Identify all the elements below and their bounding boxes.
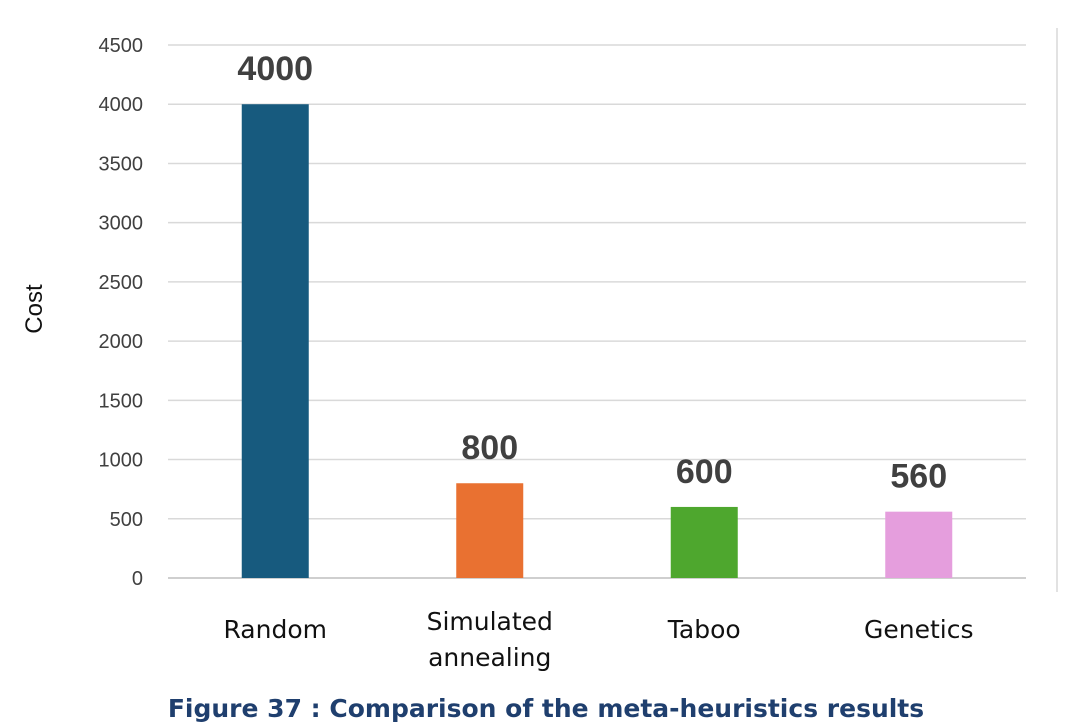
x-category-label: Simulated [427,607,553,636]
gridlines [168,44,1026,579]
y-tick-label: 1500 [99,390,144,412]
data-label: 800 [461,429,518,467]
x-category-label: annealing [428,643,551,672]
y-tick-label: 2500 [99,272,144,294]
data-labels: 4000 800 600 560 [237,50,947,495]
bar [456,483,524,578]
data-label: 600 [676,453,733,491]
y-tick-label: 4000 [99,94,144,116]
figure-caption: Figure 37 : Comparison of the meta-heuri… [168,694,924,723]
y-tick-label: 2000 [99,331,144,353]
data-label: 4000 [237,50,313,88]
y-axis-label: Cost [21,284,48,334]
bars [241,104,953,578]
bar [885,511,953,578]
category-labels: Random Simulated annealing Taboo Genetics [223,607,973,672]
bar [241,104,309,578]
y-tick-label: 3500 [99,153,144,175]
x-category-label: Taboo [667,615,741,644]
bar [670,506,738,578]
x-category-label: Genetics [864,615,974,644]
y-tick-label: 3000 [99,213,144,235]
y-tick-label: 4500 [99,35,144,57]
y-tick-label: 0 [132,568,143,590]
data-label: 560 [890,458,947,496]
y-tick-label: 1000 [99,450,144,472]
y-axis-ticks: 0 500 1000 1500 2000 2500 3000 3500 4000 4500 [99,35,144,590]
x-category-label: Random [223,615,327,644]
y-tick-label: 500 [110,509,143,531]
